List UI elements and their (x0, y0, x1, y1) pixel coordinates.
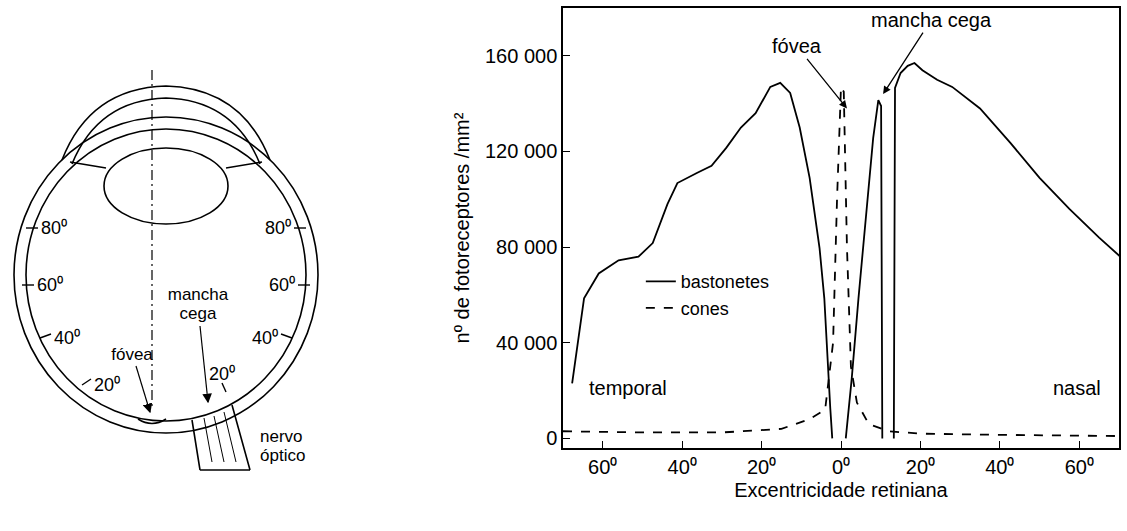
svg-text:fóvea: fóvea (111, 345, 153, 364)
svg-text:20⁰: 20⁰ (209, 364, 235, 384)
svg-text:nasal: nasal (1053, 377, 1101, 399)
svg-text:fóvea: fóvea (772, 35, 822, 57)
svg-text:40 000: 40 000 (496, 332, 557, 354)
svg-text:60⁰: 60⁰ (269, 275, 295, 295)
svg-text:40⁰: 40⁰ (54, 328, 80, 348)
svg-text:60⁰: 60⁰ (588, 456, 617, 478)
svg-text:mancha cega: mancha cega (871, 9, 992, 31)
svg-text:cega: cega (180, 304, 217, 323)
svg-text:temporal: temporal (589, 377, 667, 399)
svg-text:160 000: 160 000 (485, 45, 557, 67)
svg-text:40⁰: 40⁰ (668, 456, 697, 478)
svg-text:mancha: mancha (168, 285, 229, 304)
svg-text:nervo: nervo (260, 427, 303, 446)
svg-text:bastonetes: bastonetes (681, 272, 769, 292)
svg-text:60⁰: 60⁰ (37, 275, 63, 295)
svg-text:80⁰: 80⁰ (265, 218, 291, 238)
svg-text:20⁰: 20⁰ (747, 456, 776, 478)
svg-text:60⁰: 60⁰ (1065, 456, 1094, 478)
svg-text:40⁰: 40⁰ (985, 456, 1014, 478)
svg-text:20⁰: 20⁰ (94, 375, 120, 395)
svg-text:120 000: 120 000 (485, 140, 557, 162)
svg-text:nº de fotoreceptores /mm²: nº de fotoreceptores /mm² (451, 112, 473, 343)
svg-text:40⁰: 40⁰ (252, 328, 278, 348)
svg-text:óptico: óptico (260, 446, 305, 465)
svg-text:80 000: 80 000 (496, 236, 557, 258)
svg-text:0⁰: 0⁰ (832, 456, 850, 478)
svg-text:80⁰: 80⁰ (41, 218, 67, 238)
svg-text:Excentricidade retiniana: Excentricidade retiniana (734, 479, 948, 501)
svg-text:cones: cones (681, 299, 729, 319)
svg-text:0: 0 (546, 427, 557, 449)
svg-text:20⁰: 20⁰ (906, 456, 935, 478)
